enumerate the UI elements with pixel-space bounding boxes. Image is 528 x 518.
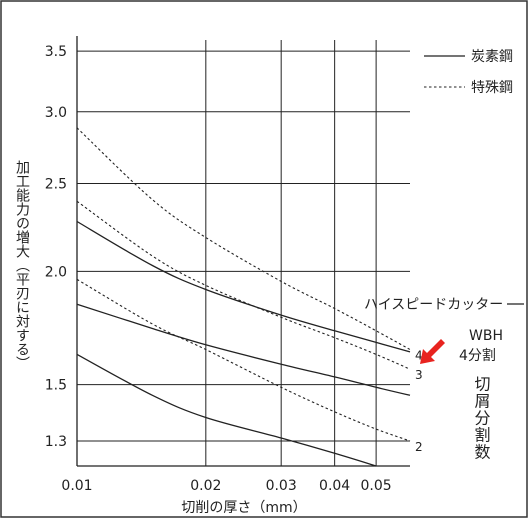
y-tick-label: 1.3 (45, 434, 67, 450)
x-tick-label: 0.03 (266, 478, 297, 494)
legend-label-special-steel: 特殊鋼 (471, 80, 513, 96)
split-count-label: 切屑分割数 (472, 376, 491, 461)
y-axis-title: 加工能力の増大（平刃に対する） (14, 160, 30, 370)
grid (76, 36, 410, 467)
curve-label-3: 3 (415, 368, 423, 382)
legend-label-carbon-steel: 炭素鋼 (471, 49, 513, 65)
series-line-special-steel-3 (76, 200, 411, 370)
series-line-carbon-steel-4 (76, 220, 411, 353)
y-tick-label: 3.0 (45, 105, 67, 121)
red-arrow-shape (420, 339, 445, 364)
series-line-special-steel-4 (76, 127, 411, 350)
tool-name-label: ハイスピードカッター (364, 297, 503, 313)
series-line-carbon-steel-2 (76, 353, 377, 467)
y-tick-label: 1.5 (45, 378, 67, 394)
y-tick-label: 3.5 (45, 44, 67, 60)
curve-label-2: 2 (415, 440, 423, 454)
x-tick-label: 0.01 (61, 478, 92, 494)
split-label: 4分割 (459, 347, 496, 364)
y-tick-label: 2.5 (45, 177, 67, 193)
x-tick-label: 0.05 (361, 478, 392, 494)
series-group (76, 127, 411, 467)
curve-label-4: 4 (415, 349, 423, 363)
x-axis-title: 切削の厚さ（mm） (181, 500, 306, 516)
red-arrow (420, 339, 445, 364)
x-tick-label: 0.02 (190, 478, 221, 494)
tick-labels: 1.3 1.5 2.0 2.5 3.0 3.5 0.01 0.02 0.03 0.04 0.05 2 3… (45, 44, 423, 494)
x-tick-label: 0.04 (319, 478, 350, 494)
series-line-carbon-steel-3 (76, 303, 411, 396)
legend: 炭素鋼 特殊鋼 (424, 49, 513, 96)
wbh-label: WBH (469, 328, 503, 344)
y-tick-label: 2.0 (45, 264, 67, 280)
